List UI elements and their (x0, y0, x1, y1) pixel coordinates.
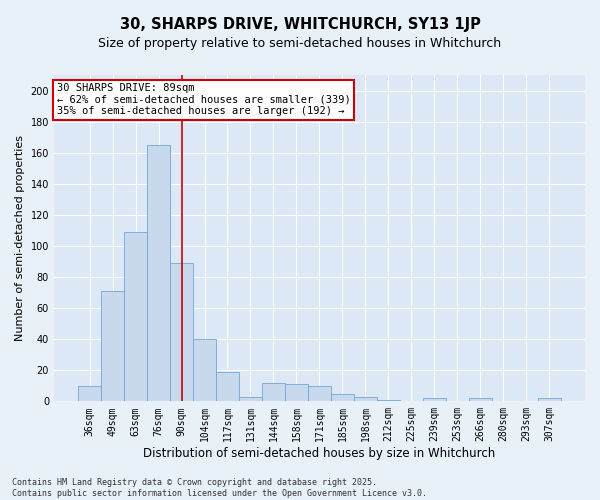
Bar (170, 263, 193, 402)
Bar (147, 145, 170, 402)
Text: Size of property relative to semi-detached houses in Whitchurch: Size of property relative to semi-detach… (98, 38, 502, 51)
Bar (193, 339, 216, 402)
Bar (262, 382, 285, 402)
Bar (331, 394, 354, 402)
Bar (423, 398, 446, 402)
Bar (285, 384, 308, 402)
Bar (308, 386, 331, 402)
Bar (538, 398, 561, 402)
Bar (469, 398, 492, 402)
Bar (78, 386, 101, 402)
Text: 30 SHARPS DRIVE: 89sqm
← 62% of semi-detached houses are smaller (339)
35% of se: 30 SHARPS DRIVE: 89sqm ← 62% of semi-det… (56, 83, 350, 116)
Text: 30, SHARPS DRIVE, WHITCHURCH, SY13 1JP: 30, SHARPS DRIVE, WHITCHURCH, SY13 1JP (119, 18, 481, 32)
Bar (377, 400, 400, 402)
Bar (124, 232, 147, 402)
Bar (354, 396, 377, 402)
Bar (216, 372, 239, 402)
Bar (101, 291, 124, 402)
Bar (239, 396, 262, 402)
X-axis label: Distribution of semi-detached houses by size in Whitchurch: Distribution of semi-detached houses by … (143, 447, 496, 460)
Y-axis label: Number of semi-detached properties: Number of semi-detached properties (15, 135, 25, 341)
Text: Contains HM Land Registry data © Crown copyright and database right 2025.
Contai: Contains HM Land Registry data © Crown c… (12, 478, 427, 498)
